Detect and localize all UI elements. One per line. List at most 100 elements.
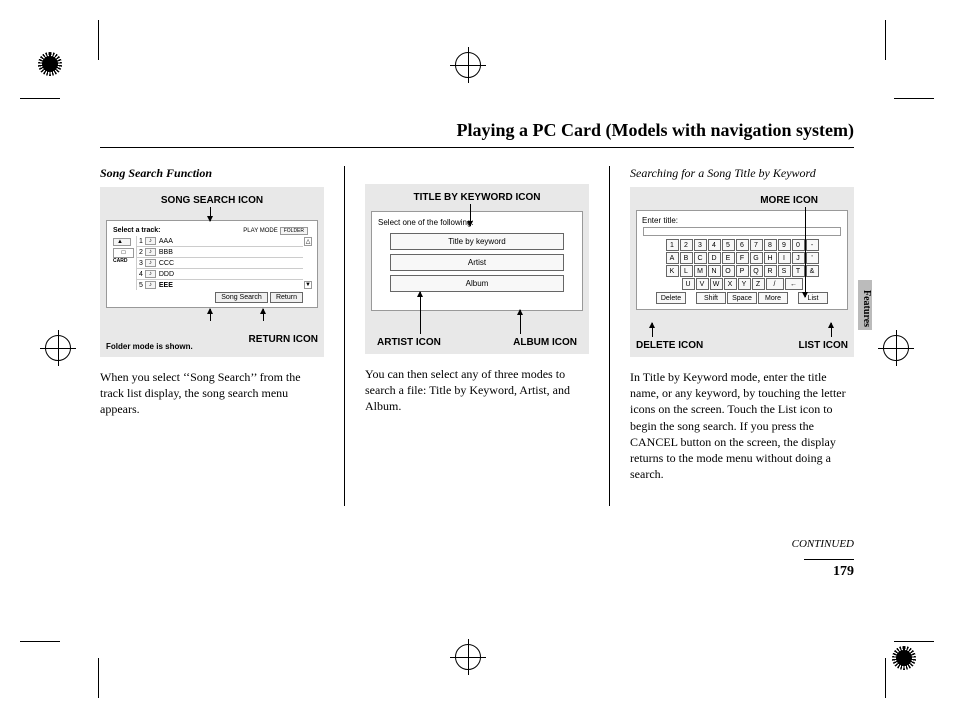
key-&[interactable]: & bbox=[806, 265, 819, 277]
key-0[interactable]: 0 bbox=[792, 239, 805, 251]
side-label: Features bbox=[861, 290, 872, 327]
shift-button[interactable]: Shift bbox=[696, 292, 726, 304]
delete-button[interactable]: Delete bbox=[656, 292, 686, 304]
key-B[interactable]: B bbox=[680, 252, 693, 264]
key-1[interactable]: 1 bbox=[666, 239, 679, 251]
crop-mark bbox=[20, 641, 60, 642]
key-C[interactable]: C bbox=[694, 252, 707, 264]
key-6[interactable]: 6 bbox=[736, 239, 749, 251]
track-name: EEE bbox=[159, 282, 173, 289]
select-track-label: Select a track: bbox=[113, 227, 160, 234]
track-row[interactable]: 5 ♪EEE bbox=[137, 280, 303, 290]
key-'[interactable]: ' bbox=[806, 252, 819, 264]
track-name: CCC bbox=[159, 260, 174, 267]
song-search-button[interactable]: Song Search bbox=[215, 292, 267, 303]
key-F[interactable]: F bbox=[736, 252, 749, 264]
scroll-up-icon[interactable]: △ bbox=[304, 237, 312, 246]
crop-mark bbox=[20, 98, 60, 99]
key-L[interactable]: L bbox=[680, 265, 693, 277]
key-V[interactable]: V bbox=[696, 278, 709, 290]
label-list-icon: LIST ICON bbox=[799, 340, 848, 351]
key-K[interactable]: K bbox=[666, 265, 679, 277]
track-row[interactable]: 2 ♪BBB bbox=[137, 247, 303, 258]
track-name: DDD bbox=[159, 271, 174, 278]
title-by-keyword-button[interactable]: Title by keyword bbox=[390, 233, 564, 250]
key-I[interactable]: I bbox=[778, 252, 791, 264]
key-4[interactable]: 4 bbox=[708, 239, 721, 251]
artist-button[interactable]: Artist bbox=[390, 254, 564, 271]
key-Q[interactable]: Q bbox=[750, 265, 763, 277]
track-icon: ♪ bbox=[145, 237, 156, 245]
track-name: AAA bbox=[159, 238, 173, 245]
key-U[interactable]: U bbox=[682, 278, 695, 290]
track-icon: ♪ bbox=[145, 270, 156, 278]
folder-note: Folder mode is shown. bbox=[106, 342, 193, 351]
key-S[interactable]: S bbox=[778, 265, 791, 277]
album-button[interactable]: Album bbox=[390, 275, 564, 292]
section-heading: Searching for a Song Title by Keyword bbox=[630, 166, 854, 181]
key-3[interactable]: 3 bbox=[694, 239, 707, 251]
key-D[interactable]: D bbox=[708, 252, 721, 264]
title-input[interactable] bbox=[643, 227, 841, 236]
key-G[interactable]: G bbox=[750, 252, 763, 264]
section-heading: Song Search Function bbox=[100, 166, 324, 181]
arrow-icon bbox=[263, 309, 264, 321]
arrow-icon bbox=[420, 292, 421, 334]
track-name: BBB bbox=[159, 249, 173, 256]
arrow-icon bbox=[210, 207, 211, 221]
key-Z[interactable]: Z bbox=[752, 278, 765, 290]
space-button[interactable]: Space bbox=[727, 292, 757, 304]
card-icon: ☐ bbox=[113, 248, 134, 258]
label-more-icon: MORE ICON bbox=[636, 195, 848, 206]
label-artist-icon: ARTIST ICON bbox=[377, 337, 441, 348]
key-Y[interactable]: Y bbox=[738, 278, 751, 290]
crop-target bbox=[455, 644, 481, 670]
key-8[interactable]: 8 bbox=[764, 239, 777, 251]
more-button[interactable]: More bbox=[758, 292, 788, 304]
key-N[interactable]: N bbox=[708, 265, 721, 277]
key-R[interactable]: R bbox=[764, 265, 777, 277]
crop-target bbox=[883, 335, 909, 361]
arrow-icon bbox=[520, 310, 521, 334]
key-O[interactable]: O bbox=[722, 265, 735, 277]
key-7[interactable]: 7 bbox=[750, 239, 763, 251]
key-H[interactable]: H bbox=[764, 252, 777, 264]
track-icon: ♪ bbox=[145, 248, 156, 256]
key-M[interactable]: M bbox=[694, 265, 707, 277]
body-text: When you select ‘‘Song Search’’ from the… bbox=[100, 369, 324, 418]
registration-mark bbox=[892, 646, 916, 670]
scroll-down-icon[interactable]: ▼ bbox=[304, 281, 312, 289]
key-9[interactable]: 9 bbox=[778, 239, 791, 251]
enter-title-label: Enter title: bbox=[641, 215, 843, 226]
crop-mark bbox=[894, 98, 934, 99]
slash-key[interactable]: / bbox=[766, 278, 784, 290]
track-row[interactable]: 3 ♪CCC bbox=[137, 258, 303, 269]
key--[interactable]: - bbox=[806, 239, 819, 251]
column-song-search: Song Search Function SONG SEARCH ICON Se… bbox=[100, 166, 324, 506]
key-P[interactable]: P bbox=[736, 265, 749, 277]
crop-target bbox=[455, 52, 481, 78]
track-icon: ♪ bbox=[145, 259, 156, 267]
play-mode-label: PLAY MODE bbox=[243, 228, 277, 234]
key-2[interactable]: 2 bbox=[680, 239, 693, 251]
crop-mark bbox=[98, 658, 99, 698]
key-J[interactable]: J bbox=[792, 252, 805, 264]
return-button[interactable]: Return bbox=[270, 292, 303, 303]
crop-mark bbox=[885, 20, 886, 60]
crop-mark bbox=[894, 641, 934, 642]
key-W[interactable]: W bbox=[710, 278, 723, 290]
key-A[interactable]: A bbox=[666, 252, 679, 264]
key-E[interactable]: E bbox=[722, 252, 735, 264]
key-X[interactable]: X bbox=[724, 278, 737, 290]
key-5[interactable]: 5 bbox=[722, 239, 735, 251]
up-icon[interactable]: ▲ bbox=[113, 238, 131, 246]
track-row[interactable]: 1 ♪AAA bbox=[137, 236, 303, 247]
card-label: CARD bbox=[113, 258, 134, 264]
registration-mark bbox=[38, 52, 62, 76]
label-album-icon: ALBUM ICON bbox=[513, 337, 577, 348]
track-row[interactable]: 4 ♪DDD bbox=[137, 269, 303, 280]
backspace-key[interactable]: ← bbox=[785, 278, 803, 290]
folder-mode-button[interactable]: FOLDER bbox=[280, 227, 308, 235]
track-list-screen: Select a track: PLAY MODE FOLDER ▲ ☐ CAR… bbox=[106, 220, 318, 308]
key-T[interactable]: T bbox=[792, 265, 805, 277]
